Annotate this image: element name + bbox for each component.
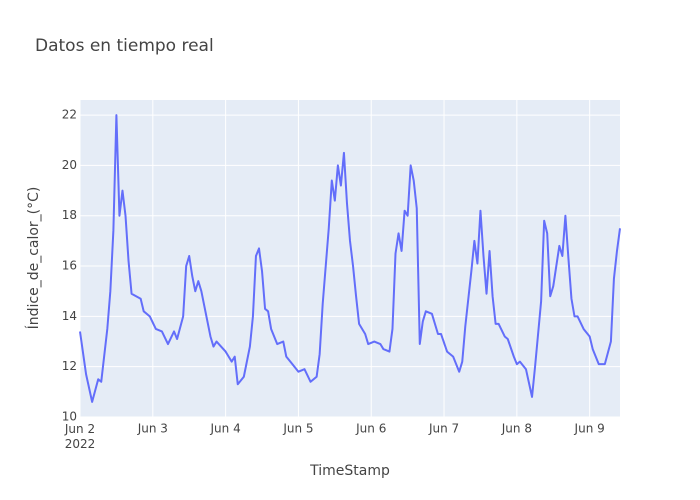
y-tick-label: 10 [62,410,77,424]
grid [79,100,620,418]
plot-area [80,100,620,417]
y-tick-label: 16 [62,259,77,273]
y-tick-label: 22 [62,108,77,122]
y-axis-title: Índice_de_calor_(°C) [25,187,42,330]
x-tick-label: Jun 7 [428,422,459,436]
x-tick-label: Jun 6 [355,422,386,436]
x-tick-label: Jun 9 [574,422,605,436]
x-axis-title: TimeStamp [309,463,390,479]
chart-title: Datos en tiempo real [35,36,214,56]
y-tick-label: 12 [62,359,77,373]
x-tick-label: Jun 5 [282,422,313,436]
y-tick-label: 18 [62,208,77,222]
data-line [79,114,621,403]
x-tick-label: Jun 8 [501,422,532,436]
y-tick-label: 20 [62,158,77,172]
y-tick-label: 14 [62,309,77,323]
x-tick-label: Jun 4 [210,422,241,436]
x-tick-label: Jun 2 2022 [64,422,95,451]
marks [79,114,621,403]
x-tick-label: Jun 3 [137,422,168,436]
